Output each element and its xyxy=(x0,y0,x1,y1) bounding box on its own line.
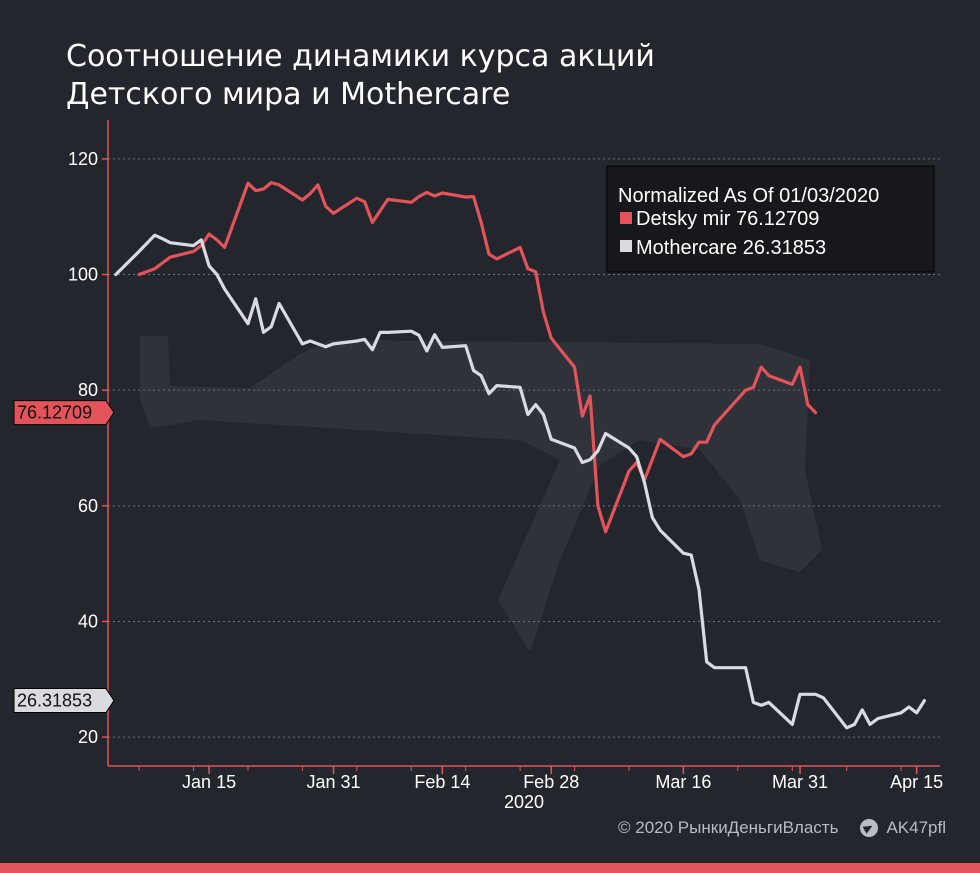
y-tick-label: 80 xyxy=(78,380,98,400)
telegram-icon xyxy=(860,819,879,837)
legend-entry-mothercare: Mothercare 26.31853 xyxy=(636,237,826,259)
footer: © 2020 РынкиДеньгиВласть AK47pfl xyxy=(618,818,946,838)
x-tick-label: Jan 15 xyxy=(182,772,236,792)
last-value-label-mothercare: 26.31853 xyxy=(17,691,92,711)
x-tick-label: Mar 31 xyxy=(772,772,828,792)
x-tick-label: Mar 16 xyxy=(655,772,711,792)
x-tick-label: Feb 14 xyxy=(414,772,470,792)
bottom-accent-bar xyxy=(0,863,980,873)
legend-entry-detsky: Detsky mir 76.12709 xyxy=(636,208,819,230)
last-value-labels: 76.12709 26.31853 xyxy=(13,400,115,714)
last-value-tag-detsky xyxy=(13,400,115,426)
series-lines xyxy=(114,181,926,730)
legend-title: Normalized As Of 01/03/2020 xyxy=(618,185,879,207)
copyright-text: © 2020 РынкиДеньгиВласть xyxy=(618,818,839,837)
series-line-detsky xyxy=(137,181,818,534)
y-tick-label: 40 xyxy=(78,611,98,631)
legend: Normalized As Of 01/03/2020 Detsky mir 7… xyxy=(606,165,935,273)
rifle-watermark-icon xyxy=(140,336,822,652)
y-tick-label: 60 xyxy=(78,496,98,516)
x-tick-label: Apr 15 xyxy=(890,772,943,792)
series-line-mothercare xyxy=(114,233,926,730)
chart-title: Соотношение динамики курса акций Детског… xyxy=(66,39,655,112)
channel-name: AK47pfl xyxy=(886,818,946,837)
legend-swatch-detsky xyxy=(620,212,632,224)
axes: 20 40 60 80 100 120 Jan 15 Jan 31 Feb 14 Feb 28 Ma… xyxy=(68,120,943,792)
grid xyxy=(108,158,940,738)
last-value-label-detsky: 76.12709 xyxy=(17,403,92,423)
x-tick-label: Feb 28 xyxy=(523,772,579,792)
x-tick-label: Jan 31 xyxy=(306,772,360,792)
y-tick-label: 100 xyxy=(68,265,98,285)
y-tick-label: 120 xyxy=(68,149,98,169)
legend-swatch-mothercare xyxy=(620,240,632,252)
y-tick-label: 20 xyxy=(78,727,98,747)
last-value-tag-mothercare xyxy=(13,688,115,714)
x-axis-year-label: 2020 xyxy=(504,792,544,812)
